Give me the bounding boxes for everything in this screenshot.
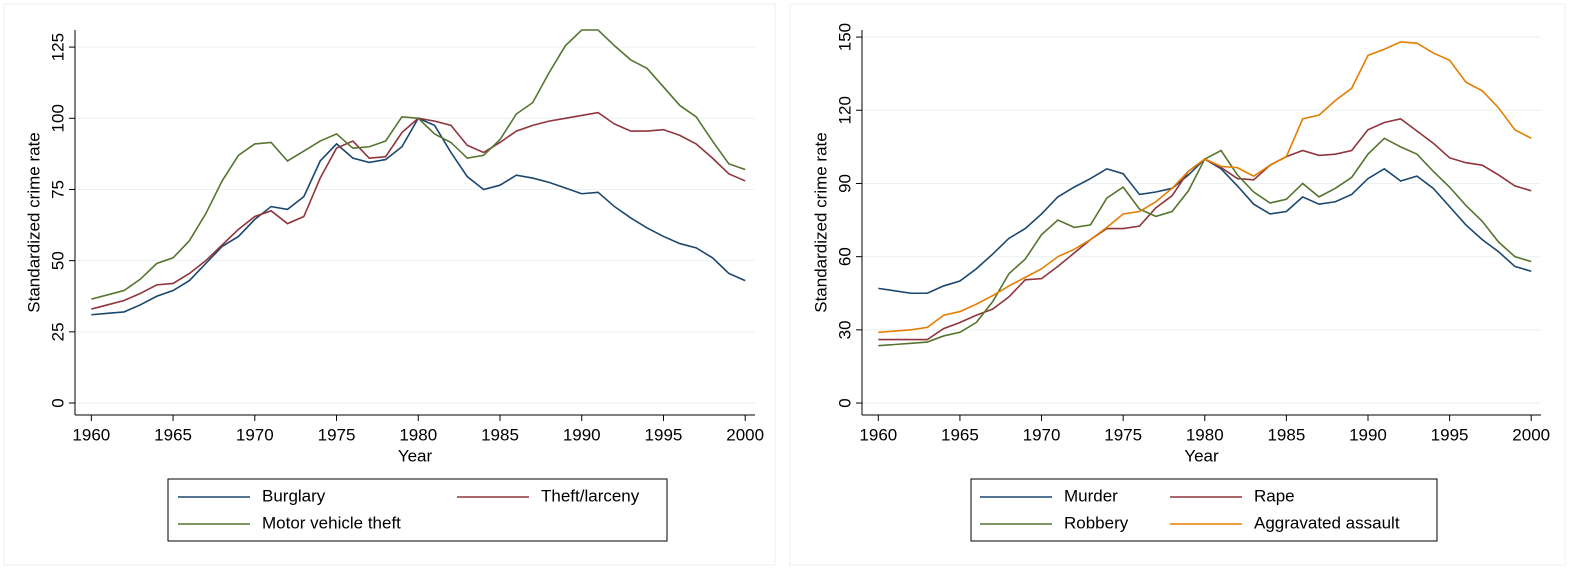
x-axis-title: Year xyxy=(398,446,433,465)
x-tick-label: 1980 xyxy=(399,425,437,444)
x-tick-label: 1985 xyxy=(481,425,519,444)
legend-label: Burglary xyxy=(262,486,326,505)
series-line xyxy=(91,29,746,300)
x-tick-label: 1970 xyxy=(236,425,274,444)
legend-label: Aggravated assault xyxy=(1254,513,1400,532)
x-tick-label: 1995 xyxy=(1431,425,1469,444)
legend-box xyxy=(167,478,668,542)
y-tick-label: 0 xyxy=(835,398,854,407)
x-tick-label: 1990 xyxy=(1349,425,1387,444)
x-tick-label: 1960 xyxy=(72,425,110,444)
x-tick-label: 1990 xyxy=(563,425,601,444)
x-tick-label: 1970 xyxy=(1023,425,1061,444)
x-tick-label: 1975 xyxy=(1104,425,1142,444)
y-tick-label: 100 xyxy=(48,104,67,132)
legend-label: Rape xyxy=(1254,486,1295,505)
x-tick-label: 1980 xyxy=(1186,425,1224,444)
y-tick-label: 75 xyxy=(48,180,67,199)
x-tick-label: 1965 xyxy=(941,425,979,444)
legend-label: Motor vehicle theft xyxy=(262,513,401,532)
y-tick-label: 30 xyxy=(835,320,854,339)
y-tick-label: 50 xyxy=(48,251,67,270)
legend-box xyxy=(970,478,1438,542)
panel xyxy=(789,3,1566,566)
y-tick-label: 25 xyxy=(48,322,67,341)
x-tick-label: 1985 xyxy=(1267,425,1305,444)
x-tick-label: 1975 xyxy=(318,425,356,444)
x-tick-label: 2000 xyxy=(726,425,764,444)
y-tick-label: 120 xyxy=(835,96,854,124)
y-tick-label: 0 xyxy=(48,398,67,407)
y-axis-title: Standardized crime rate xyxy=(24,132,43,312)
y-tick-label: 150 xyxy=(835,23,854,51)
y-axis-title: Standardized crime rate xyxy=(811,132,830,312)
x-tick-label: 1965 xyxy=(154,425,192,444)
legend-label: Robbery xyxy=(1064,513,1129,532)
x-tick-label: 1960 xyxy=(859,425,897,444)
y-tick-label: 60 xyxy=(835,247,854,266)
series-line xyxy=(878,41,1532,334)
x-tick-label: 1995 xyxy=(645,425,683,444)
y-tick-label: 90 xyxy=(835,174,854,193)
legend-label: Theft/larceny xyxy=(541,486,640,505)
x-tick-label: 2000 xyxy=(1512,425,1550,444)
x-axis-title: Year xyxy=(1184,446,1219,465)
legend-label: Murder xyxy=(1064,486,1118,505)
y-tick-label: 125 xyxy=(48,33,67,61)
